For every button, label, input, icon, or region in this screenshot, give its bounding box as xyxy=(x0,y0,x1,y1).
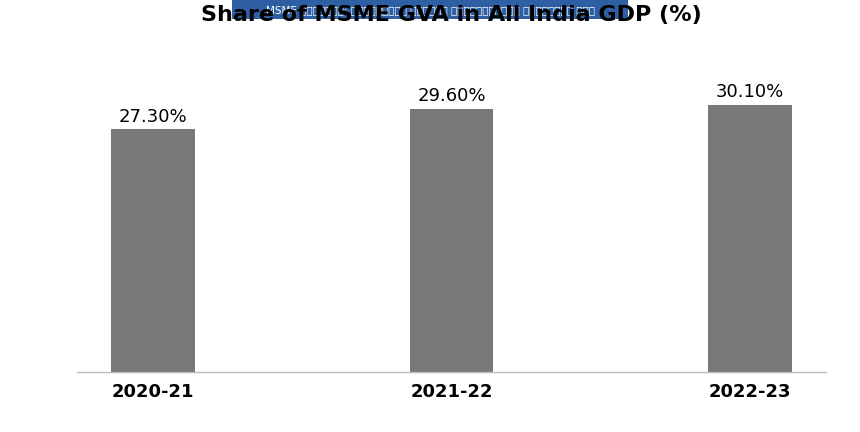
Bar xyxy=(112,130,195,372)
Title: Share of MSME GVA in All India GDP (%): Share of MSME GVA in All India GDP (%) xyxy=(201,5,702,25)
Text: 27.30%: 27.30% xyxy=(119,108,187,126)
Text: 30.10%: 30.10% xyxy=(716,83,784,101)
Bar xyxy=(708,105,791,372)
Bar xyxy=(409,109,494,372)
Text: 29.60%: 29.60% xyxy=(417,88,486,105)
Text: MSME क्रांती: भारताच्या आर्थिक परिदृश्याचा आमूलाग्र बदल: MSME क्रांती: भारताच्या आर्थिक परिदृश्या… xyxy=(266,5,594,15)
